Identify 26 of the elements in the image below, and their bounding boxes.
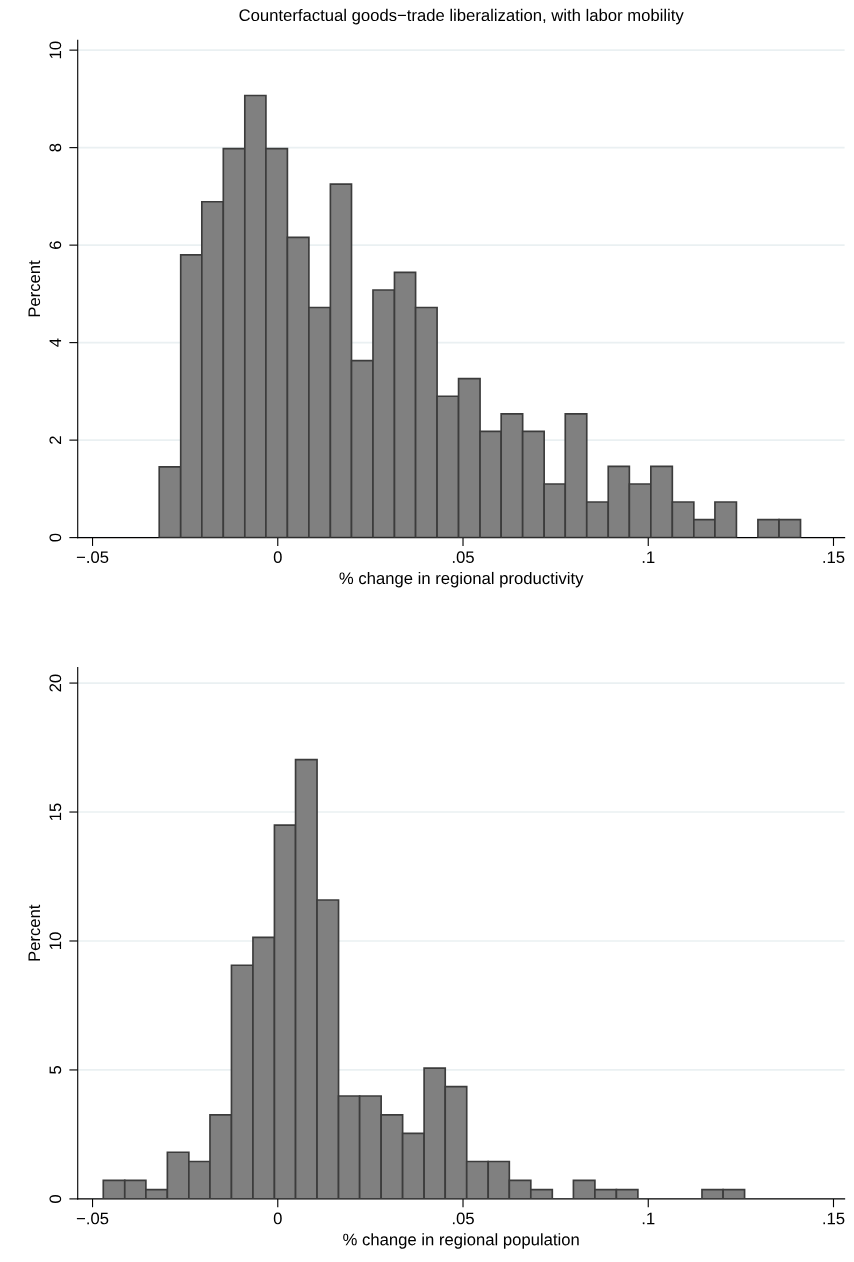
y-tick-label: 10 [49,41,62,59]
y-tick-label: 15 [49,803,62,821]
x-tick-label: .1 [642,1212,655,1225]
y-tick-label: 6 [49,241,62,249]
y-tick-label: 4 [49,338,62,347]
y-tick-label: 0 [49,533,62,542]
chart-title: Counterfactual goods−trade liberalization, with labor mobility [239,8,684,25]
y-tick-label: 0 [49,1194,62,1203]
x-axis-title: % change in regional productivity [339,571,584,588]
y-tick-label: 2 [49,436,62,444]
y-tick-label: 5 [49,1066,62,1074]
x-tick-label: .15 [823,1212,845,1225]
y-tick-label: 20 [49,674,62,692]
x-tick-label: 0 [273,1212,282,1225]
x-tick-label: .05 [452,1212,474,1225]
y-axis-title: Percent [28,904,41,961]
y-tick-label: 10 [49,932,62,949]
x-tick-label: −.05 [76,1212,109,1225]
x-tick-label: 0 [273,551,282,564]
x-axis-title: % change in regional population [343,1233,579,1249]
y-tick-label: 8 [49,143,62,152]
x-tick-label: .05 [452,551,474,564]
x-tick-label: .15 [823,551,845,564]
y-axis-title: Percent [28,260,41,317]
x-tick-label: −.05 [76,551,109,564]
x-tick-label: .1 [642,551,655,563]
